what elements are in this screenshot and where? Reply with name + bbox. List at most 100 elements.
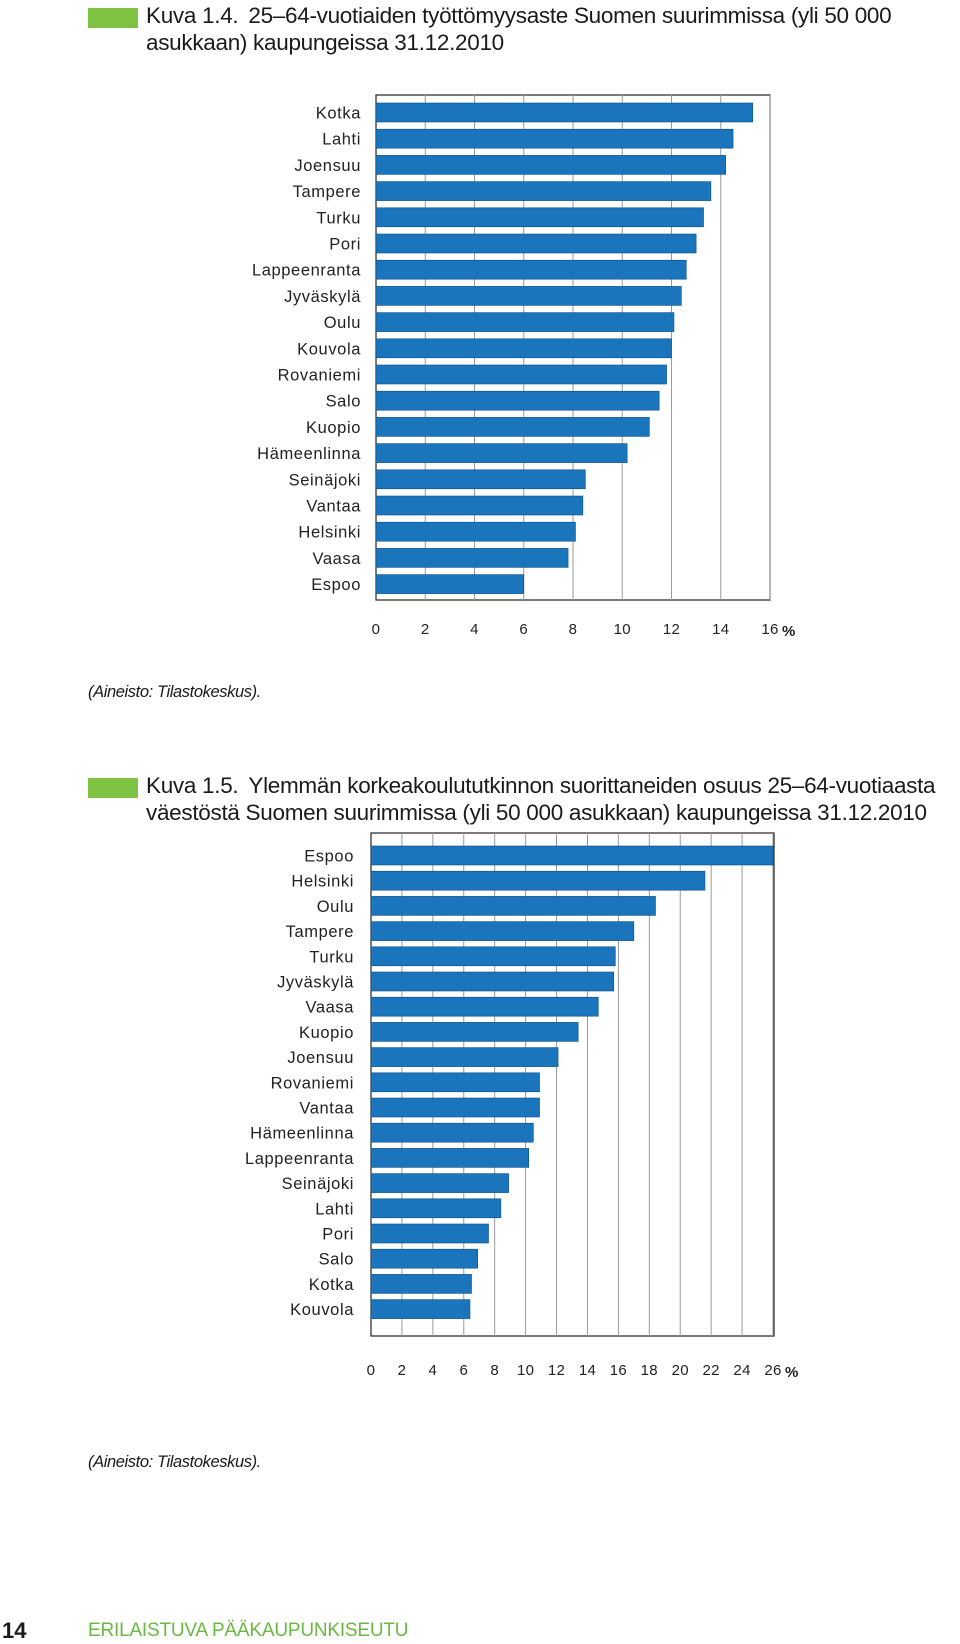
category-label: Turku [316,209,361,227]
category-label: Kotka [309,1276,354,1294]
figure-header: Kuva 1.5. Ylemmän korkeakoulututkinnon su… [88,773,948,868]
tick-label: 10 [614,621,631,638]
unit-label: % [782,623,795,640]
tick-label: 0 [372,621,381,638]
bar [375,548,569,568]
category-label: Jyväskylä [284,288,361,306]
bar [370,996,599,1017]
bar [375,312,675,332]
bar [375,128,734,149]
category-label: Kuopio [299,1024,354,1042]
tick-label: 4 [470,621,479,638]
category-label: Helsinki [298,524,361,542]
figure-1-5: Kuva 1.5. Ylemmän korkeakoulututkinnon su… [0,720,960,1490]
tick-label: 12 [548,1362,565,1379]
higher-education-bar-chart: Espoo Helsinki Oulu Tampere Turku Jyväskylä Va… [245,832,798,1381]
bar [375,102,754,123]
bar [370,1148,530,1168]
category-label: Pori [322,1226,354,1244]
bar [370,921,635,941]
bar [370,971,615,992]
tick-label: 12 [663,621,680,638]
bar [375,338,672,359]
bar [375,233,697,254]
tick-label: 22 [703,1362,720,1379]
category-label: Lappeenranta [245,1150,354,1168]
category-label: Seinäjoki [282,1175,354,1193]
category-label: Espoo [304,848,354,866]
tick-label: 2 [398,1362,407,1379]
bar [375,259,687,280]
category-label: Tampere [293,183,361,201]
unemployment-bar-chart: Kotka Lahti Joensuu Tampere Turku Pori Lappeen… [252,94,795,640]
bar [370,1274,472,1294]
category-label: Lahti [315,1200,354,1218]
data-source: (Aineisto: Tilastokeskus). [88,1453,261,1471]
category-label: Kouvola [297,340,361,358]
bar [370,946,616,967]
figure-number: Kuva 1.5. [146,773,239,798]
tick-label: 18 [641,1362,658,1379]
bar [375,390,660,411]
tick-label: 8 [569,621,578,638]
tick-label: 4 [429,1362,438,1379]
bar [370,1122,534,1143]
category-label: Tampere [286,923,354,941]
tick-label: 16 [761,621,778,638]
figure-header: Kuva 1.4. 25–64-vuotiaiden työttömyysaste… [88,3,948,68]
category-label: Oulu [317,898,354,916]
bar [375,521,576,542]
bar [370,1173,509,1193]
tick-label: 8 [490,1362,499,1379]
category-label: Lappeenranta [252,262,361,280]
page-number: 14 [2,1618,27,1643]
category-label: Rovaniemi [271,1074,354,1092]
category-label: Vaasa [312,550,361,568]
bar [375,286,682,306]
bar [375,443,628,463]
category-label: Jyväskylä [277,974,354,992]
tick-label: 26 [764,1362,781,1379]
figure-caption: Kuva 1.5. Ylemmän korkeakoulututkinnon su… [146,772,946,826]
tick-label: 14 [712,621,729,638]
bar [370,1047,559,1067]
tick-label: 0 [367,1362,376,1379]
category-label: Kotka [316,105,361,123]
category-label: Turku [309,948,354,966]
bar [375,155,726,175]
bar [370,1097,540,1118]
green-marker-icon [88,778,138,798]
category-label: Seinäjoki [289,471,361,489]
category-label: Helsinki [291,873,354,891]
tick-label: 6 [519,621,528,638]
category-label: Joensuu [287,1049,354,1067]
bar [375,574,525,594]
page-footer: 14 ERILAISTUVA PÄÄKAUPUNKISEUTU [0,1608,960,1643]
figure-caption: Kuva 1.4. 25–64-vuotiaiden työttömyysaste… [146,2,946,56]
bar [370,1223,489,1244]
category-label: Rovaniemi [278,367,361,385]
bar [375,495,584,516]
tick-label: 16 [610,1362,627,1379]
bar [370,1072,540,1093]
bar [370,1248,478,1269]
category-label: Joensuu [294,157,361,175]
category-label: Salo [319,1251,354,1269]
bar [375,364,667,385]
publication-title: ERILAISTUVA PÄÄKAUPUNKISEUTU [88,1620,409,1641]
figure-1-4: Kuva 1.4. 25–64-vuotiaiden työttömyysaste… [0,0,960,720]
category-label: Kouvola [290,1301,354,1319]
tick-label: 20 [672,1362,689,1379]
category-label: Salo [326,393,361,411]
unit-label: % [785,1364,798,1381]
figure-title: Ylemmän korkeakoulututkinnon suorittanei… [146,773,936,825]
bar [375,469,586,490]
category-label: Espoo [311,576,361,594]
tick-label: 14 [579,1362,596,1379]
tick-label: 2 [421,621,430,638]
data-source: (Aineisto: Tilastokeskus). [88,683,261,701]
category-label: Oulu [324,314,361,332]
category-label: Vantaa [306,498,361,516]
bar [370,896,656,916]
bar [370,1022,579,1042]
